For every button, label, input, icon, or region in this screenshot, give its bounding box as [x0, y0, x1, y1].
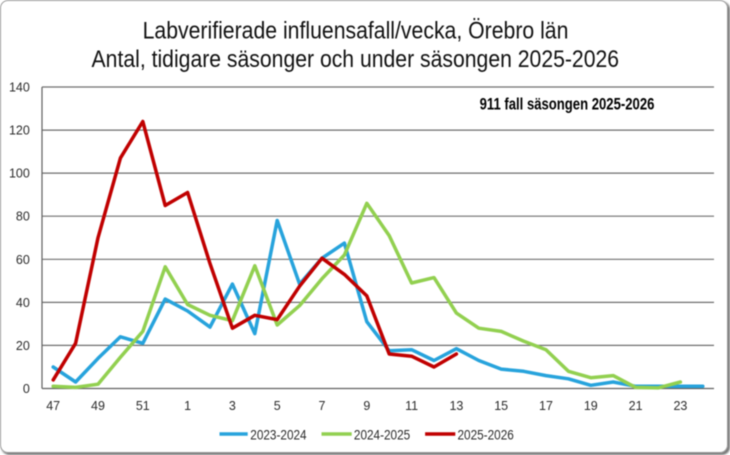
svg-text:1: 1 — [184, 399, 191, 413]
svg-text:3: 3 — [229, 399, 236, 413]
svg-text:49: 49 — [91, 399, 105, 413]
svg-text:40: 40 — [16, 296, 30, 310]
svg-text:2025-2026: 2025-2026 — [458, 427, 514, 442]
svg-text:7: 7 — [319, 399, 326, 413]
svg-text:17: 17 — [539, 399, 553, 413]
svg-text:100: 100 — [9, 167, 30, 181]
svg-text:80: 80 — [16, 210, 30, 224]
svg-text:5: 5 — [274, 399, 281, 413]
svg-text:140: 140 — [9, 81, 30, 95]
svg-text:120: 120 — [9, 124, 30, 138]
svg-text:60: 60 — [16, 253, 30, 267]
svg-text:21: 21 — [629, 399, 643, 413]
svg-text:51: 51 — [136, 399, 150, 413]
svg-text:2024-2025: 2024-2025 — [354, 427, 410, 442]
svg-text:Labverifierade influensafall/v: Labverifierade influensafall/vecka, Öreb… — [143, 18, 569, 45]
svg-text:0: 0 — [23, 382, 30, 396]
svg-text:13: 13 — [449, 399, 463, 413]
svg-text:23: 23 — [673, 399, 687, 413]
svg-text:2023-2024: 2023-2024 — [250, 427, 307, 442]
svg-text:Antal, tidigare säsonger och u: Antal, tidigare säsonger och under säson… — [92, 46, 620, 73]
svg-text:11: 11 — [405, 399, 418, 413]
svg-text:9: 9 — [363, 399, 370, 413]
svg-text:15: 15 — [494, 399, 508, 413]
svg-text:911 fall säsongen 2025-2026: 911 fall säsongen 2025-2026 — [480, 96, 655, 114]
svg-text:47: 47 — [46, 399, 60, 413]
svg-text:20: 20 — [16, 339, 30, 353]
svg-text:19: 19 — [584, 399, 598, 413]
